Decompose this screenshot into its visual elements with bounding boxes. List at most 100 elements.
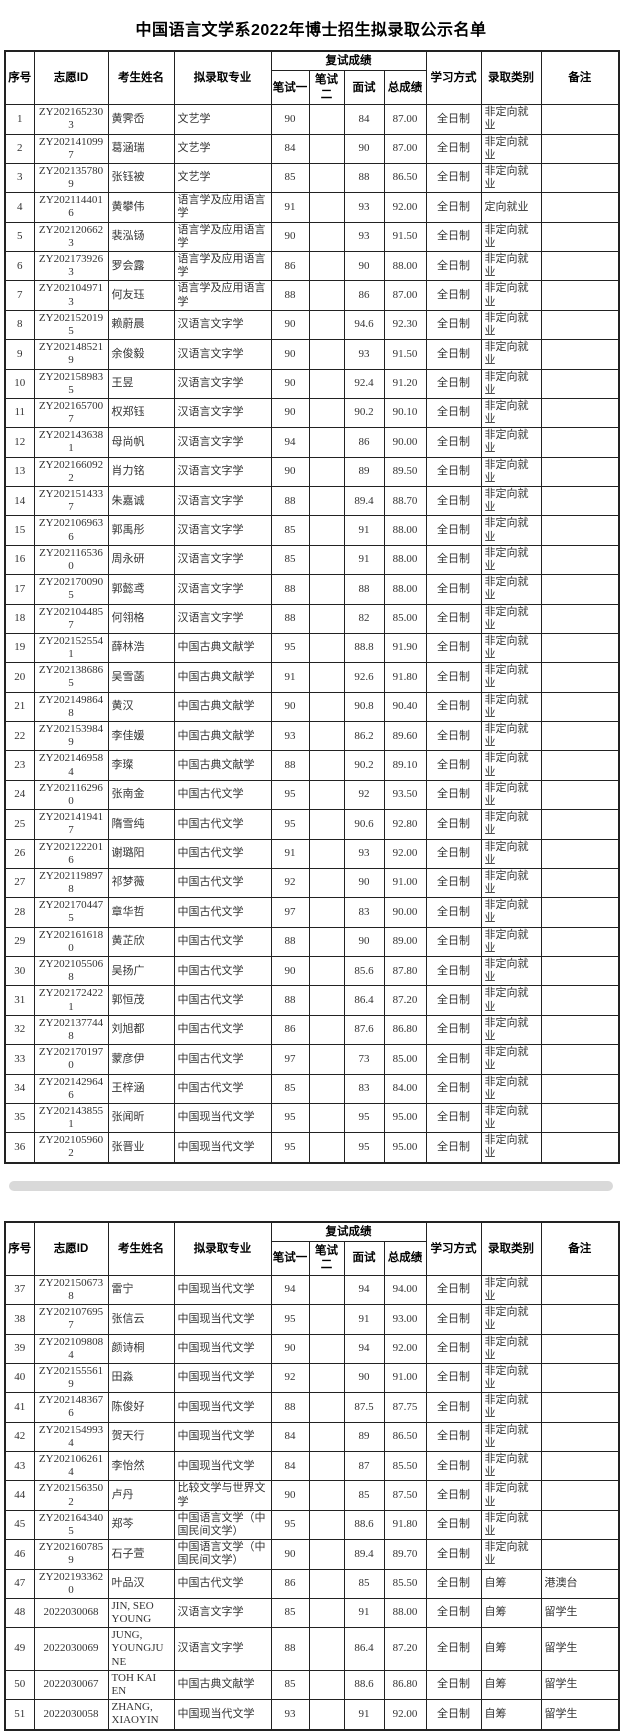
table-row: 33 ZY2021701970 蒙彦伊 中国古代文学 97 73 85.00 全日制 非定向就业 (4, 1044, 620, 1075)
column-header-written2: 笔试二 (308, 1241, 345, 1276)
cell-no: 40 (4, 1362, 35, 1394)
cell-study-mode: 全日制 (425, 1362, 482, 1394)
cell-written1-score: 88 (270, 985, 310, 1016)
cell-candidate-name: 雷宁 (107, 1274, 175, 1306)
cell-major: 中国语言文学（中国民间文学） (173, 1509, 272, 1541)
cell-no: 30 (4, 955, 35, 987)
cell-admission-category: 自筹 (480, 1669, 542, 1701)
cell-study-mode: 全日制 (425, 427, 482, 458)
cell-admission-category: 非定向就业 (480, 1392, 542, 1423)
cell-admission-category: 非定向就业 (480, 985, 542, 1016)
cell-written2-score (308, 192, 345, 223)
cell-written1-score: 95 (270, 779, 310, 811)
cell-remark (540, 779, 620, 811)
table-row: 50 2022030067 TOH KAI EN 中国古典文献学 85 88.6 86.80… (4, 1669, 620, 1701)
cell-remark (540, 838, 620, 869)
cell-total-score: 87.50 (383, 1480, 427, 1511)
cell-written1-score: 85 (270, 162, 310, 194)
column-header-major: 拟录取专业 (173, 50, 272, 106)
cell-candidate-name: 朱嘉诚 (107, 485, 175, 517)
cell-interview-score: 88.6 (343, 1509, 385, 1541)
table-row: 36 ZY2021059602 张晋业 中国现当代文学 95 95 95.00 全日制 非定向就… (4, 1132, 620, 1164)
cell-interview-score: 83 (343, 1073, 385, 1104)
cell-candidate-name: 吴雪菡 (107, 662, 175, 693)
cell-remark (540, 985, 620, 1016)
table-row: 51 2022030058 ZHANG, XIAOYIN 中国现当代文学 93 91 92.… (4, 1699, 620, 1731)
cell-written2-score (308, 1627, 345, 1671)
cell-remark (540, 368, 620, 399)
column-header-no: 序号 (4, 50, 35, 106)
cell-total-score: 89.50 (383, 456, 427, 488)
cell-application-id: ZY2021206623 (33, 221, 109, 253)
column-header-study-mode: 学习方式 (425, 1221, 482, 1276)
cell-major: 中国古代文学 (173, 985, 272, 1016)
cell-candidate-name: 黄霁岙 (107, 104, 175, 135)
cell-written2-score (308, 809, 345, 840)
cell-admission-category: 非定向就业 (480, 1421, 542, 1453)
cell-major: 中国现当代文学 (173, 1274, 272, 1306)
cell-written2-score (308, 1132, 345, 1164)
cell-major: 汉语言文字学 (173, 368, 272, 399)
cell-candidate-name: ZHANG, XIAOYIN (107, 1699, 175, 1731)
cell-total-score: 90.10 (383, 397, 427, 429)
cell-major: 文艺学 (173, 104, 272, 135)
cell-interview-score: 93 (343, 838, 385, 869)
cell-application-id: ZY2021514337 (33, 485, 109, 517)
cell-major: 文艺学 (173, 133, 272, 164)
column-header-written1: 笔试一 (270, 1241, 310, 1276)
cell-total-score: 87.20 (383, 1627, 427, 1671)
cell-no: 18 (4, 603, 35, 634)
cell-written1-score: 97 (270, 897, 310, 928)
cell-major: 中国现当代文学 (173, 1102, 272, 1134)
cell-candidate-name: 黄攀伟 (107, 192, 175, 223)
cell-application-id: ZY2021555619 (33, 1362, 109, 1394)
cell-study-mode: 全日制 (425, 221, 482, 253)
cell-interview-score: 84 (343, 104, 385, 135)
cell-admission-category: 自筹 (480, 1699, 542, 1731)
cell-no: 26 (4, 838, 35, 869)
cell-written1-score: 90 (270, 1333, 310, 1364)
cell-written1-score: 88 (270, 280, 310, 311)
cell-total-score: 92.00 (383, 1333, 427, 1364)
cell-major: 中国古代文学 (173, 838, 272, 869)
cell-application-id: ZY2021563502 (33, 1480, 109, 1511)
cell-remark (540, 133, 620, 164)
cell-remark (540, 397, 620, 429)
cell-interview-score: 86.4 (343, 985, 385, 1016)
cell-interview-score: 85 (343, 1568, 385, 1599)
cell-total-score: 95.00 (383, 1102, 427, 1134)
cell-total-score: 85.00 (383, 603, 427, 634)
cell-no: 17 (4, 574, 35, 605)
cell-no: 28 (4, 897, 35, 928)
cell-major: 中国古代文学 (173, 1073, 272, 1104)
cell-remark (540, 955, 620, 987)
cell-admission-category: 非定向就业 (480, 603, 542, 634)
cell-application-id: ZY2021436381 (33, 427, 109, 458)
cell-admission-category: 非定向就业 (480, 720, 542, 752)
cell-remark (540, 750, 620, 781)
cell-total-score: 91.50 (383, 339, 427, 370)
cell-remark (540, 662, 620, 693)
cell-interview-score: 95 (343, 1102, 385, 1134)
cell-interview-score: 90.8 (343, 691, 385, 723)
cell-written2-score (308, 750, 345, 781)
cell-admission-category: 非定向就业 (480, 1539, 542, 1570)
cell-study-mode: 全日制 (425, 1597, 482, 1629)
cell-candidate-name: 颜诗桐 (107, 1333, 175, 1364)
cell-major: 中国古典文献学 (173, 1669, 272, 1701)
cell-interview-score: 91 (343, 1597, 385, 1629)
table-row: 41 ZY2021483676 陈俊好 中国现当代文学 88 87.5 87.75 全日制 非定… (4, 1392, 620, 1423)
table-row: 44 ZY2021563502 卢丹 比较文学与世界文学 90 85 87.50 全日制 非定向… (4, 1480, 620, 1511)
cell-interview-score: 90 (343, 133, 385, 164)
cell-no: 10 (4, 368, 35, 399)
cell-study-mode: 全日制 (425, 1132, 482, 1164)
cell-study-mode: 全日制 (425, 926, 482, 958)
cell-no: 11 (4, 397, 35, 429)
cell-total-score: 88.00 (383, 544, 427, 576)
cell-study-mode: 全日制 (425, 485, 482, 517)
cell-application-id: 2022030067 (33, 1669, 109, 1701)
cell-no: 49 (4, 1627, 35, 1671)
cell-written1-score: 90 (270, 339, 310, 370)
cell-application-id: ZY2021069636 (33, 515, 109, 546)
cell-written2-score (308, 485, 345, 517)
